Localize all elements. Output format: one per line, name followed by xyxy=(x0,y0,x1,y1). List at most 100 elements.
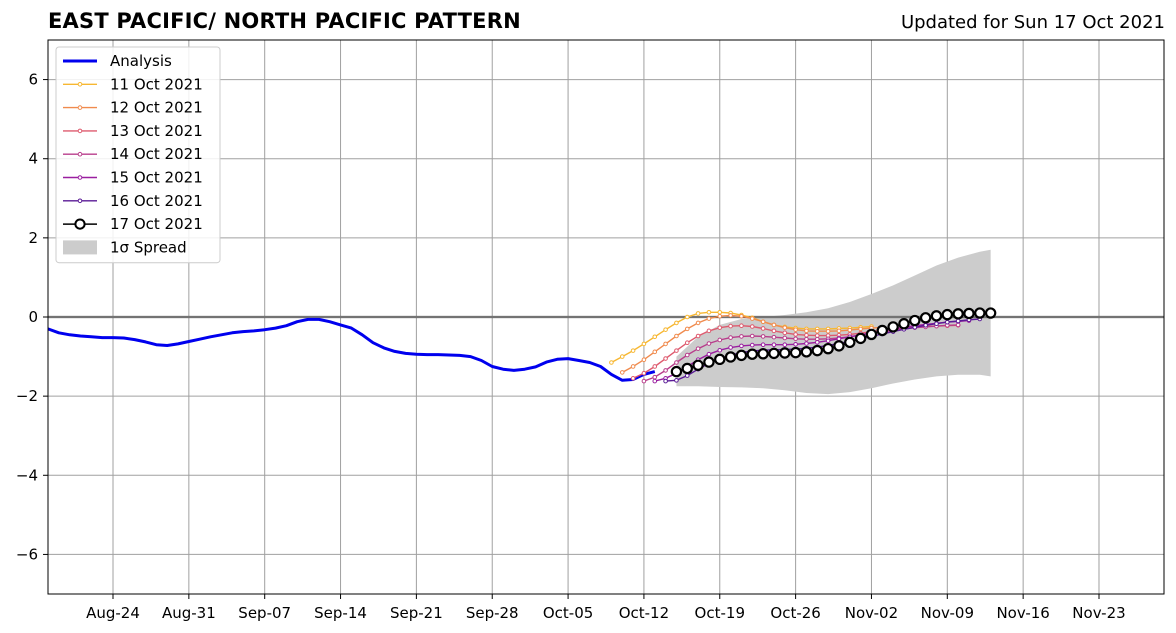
forecast-point-17-oct xyxy=(800,346,813,358)
forecast-point xyxy=(663,378,668,384)
forecast-point xyxy=(684,373,690,378)
forecast-point xyxy=(641,357,647,363)
forecast-point xyxy=(760,334,766,339)
forecast-point-17-oct xyxy=(768,347,780,360)
forecast-point-17-oct xyxy=(746,348,758,360)
forecast-point xyxy=(760,319,766,325)
forecast-point xyxy=(760,326,766,331)
forecast-point xyxy=(706,351,712,357)
legend-label: 1σ Spread xyxy=(110,238,187,256)
forecast-point xyxy=(706,341,712,346)
forecast-point xyxy=(945,319,950,325)
forecast-point-17-oct xyxy=(941,308,954,321)
forecast-point xyxy=(717,337,723,343)
forecast-point xyxy=(782,325,788,330)
forecast-point-17-oct xyxy=(724,351,737,363)
forecast-point xyxy=(739,343,744,349)
forecast-point xyxy=(695,333,701,339)
forecast-point xyxy=(793,336,798,342)
forecast-point xyxy=(858,326,863,332)
forecast-point xyxy=(782,342,788,348)
legend-label: 11 Oct 2021 xyxy=(110,75,203,93)
y-tick-label: 4 xyxy=(28,150,38,168)
forecast-point-17-oct xyxy=(703,356,715,368)
forecast-point xyxy=(630,364,636,369)
forecast-point-17-oct xyxy=(930,310,943,322)
forecast-point-17-oct xyxy=(822,342,834,355)
forecast-point xyxy=(923,323,928,328)
forecast-point xyxy=(674,348,679,353)
legend-label: 13 Oct 2021 xyxy=(110,122,203,140)
forecast-point-17-oct xyxy=(984,307,997,319)
forecast-point xyxy=(793,327,798,332)
forecast-point-17-oct xyxy=(779,347,791,359)
forecast-point xyxy=(717,309,723,315)
x-tick-label: Nov-23 xyxy=(1072,604,1125,622)
forecast-point xyxy=(836,328,842,334)
forecast-point xyxy=(793,332,798,337)
x-tick-label: Aug-24 xyxy=(86,604,140,622)
forecast-point xyxy=(674,360,679,365)
forecast-point xyxy=(706,316,712,321)
forecast-point xyxy=(749,333,755,339)
forecast-point xyxy=(739,334,744,339)
updated-date: Updated for Sun 17 Oct 2021 xyxy=(900,12,1165,33)
forecast-point xyxy=(728,313,733,318)
forecast-point xyxy=(684,340,690,346)
forecast-point xyxy=(641,370,647,376)
x-tick-label: Sep-21 xyxy=(390,604,443,622)
forecast-point xyxy=(717,325,723,330)
forecast-point-17-oct xyxy=(757,348,769,360)
forecast-point xyxy=(641,341,647,347)
forecast-point-17-oct xyxy=(898,318,910,330)
x-tick-label: Nov-16 xyxy=(996,604,1049,622)
x-tick-label: Nov-09 xyxy=(921,604,974,622)
forecast-point xyxy=(955,318,961,324)
forecast-point xyxy=(695,320,701,326)
plot-frame xyxy=(47,39,1165,595)
series-layer xyxy=(47,307,997,384)
legend-swatch-marker xyxy=(77,82,83,87)
forecast-point xyxy=(663,341,668,347)
forecast-point xyxy=(804,336,809,342)
x-tick-label: Oct-12 xyxy=(619,604,669,622)
forecast-point xyxy=(684,314,690,320)
forecast-point xyxy=(706,309,712,315)
legend-swatch-marker xyxy=(77,128,83,134)
legend-swatch-marker xyxy=(77,105,83,110)
forecast-point xyxy=(825,338,831,344)
forecast-point xyxy=(630,376,636,381)
forecast-point xyxy=(652,374,658,380)
y-tick-label: −6 xyxy=(16,545,38,563)
legend: Analysis 11 Oct 2021 12 Oct 2021 13 Oct 202… xyxy=(55,46,221,264)
forecast-point xyxy=(847,327,853,333)
forecast-point-17-oct xyxy=(681,362,693,375)
analysis-line xyxy=(47,317,656,382)
forecast-point xyxy=(749,316,755,321)
x-tick-label: Sep-14 xyxy=(314,604,367,622)
forecast-point xyxy=(717,313,723,319)
forecast-point xyxy=(804,328,809,334)
forecast-point xyxy=(684,352,690,358)
y-tick-label: −2 xyxy=(16,387,38,405)
legend-swatch-marker xyxy=(77,198,83,204)
forecast-point xyxy=(739,313,744,319)
forecast-point-17-oct xyxy=(919,312,932,324)
forecast-point-17-oct xyxy=(887,321,899,333)
forecast-point xyxy=(771,322,777,328)
forecast-point-17-oct xyxy=(692,359,704,371)
y-tick-label: −4 xyxy=(16,466,38,484)
y-tick-label: 0 xyxy=(28,308,38,326)
forecast-point xyxy=(793,342,798,347)
forecast-point xyxy=(674,320,679,326)
axes: Aug-24 Aug-31 Sep-07 Sep-14 Sep-21 Sep-28 Oct-… xyxy=(16,39,1165,622)
forecast-point xyxy=(619,354,625,359)
x-tick-label: Sep-28 xyxy=(466,604,519,622)
x-tick-label: Oct-26 xyxy=(770,604,820,622)
forecast-point xyxy=(641,378,647,384)
x-tick-label: Sep-07 xyxy=(238,604,291,622)
forecast-point xyxy=(955,322,961,328)
forecast-point-17-oct xyxy=(974,307,986,319)
legend-box xyxy=(55,46,221,264)
forecast-point xyxy=(684,326,690,332)
